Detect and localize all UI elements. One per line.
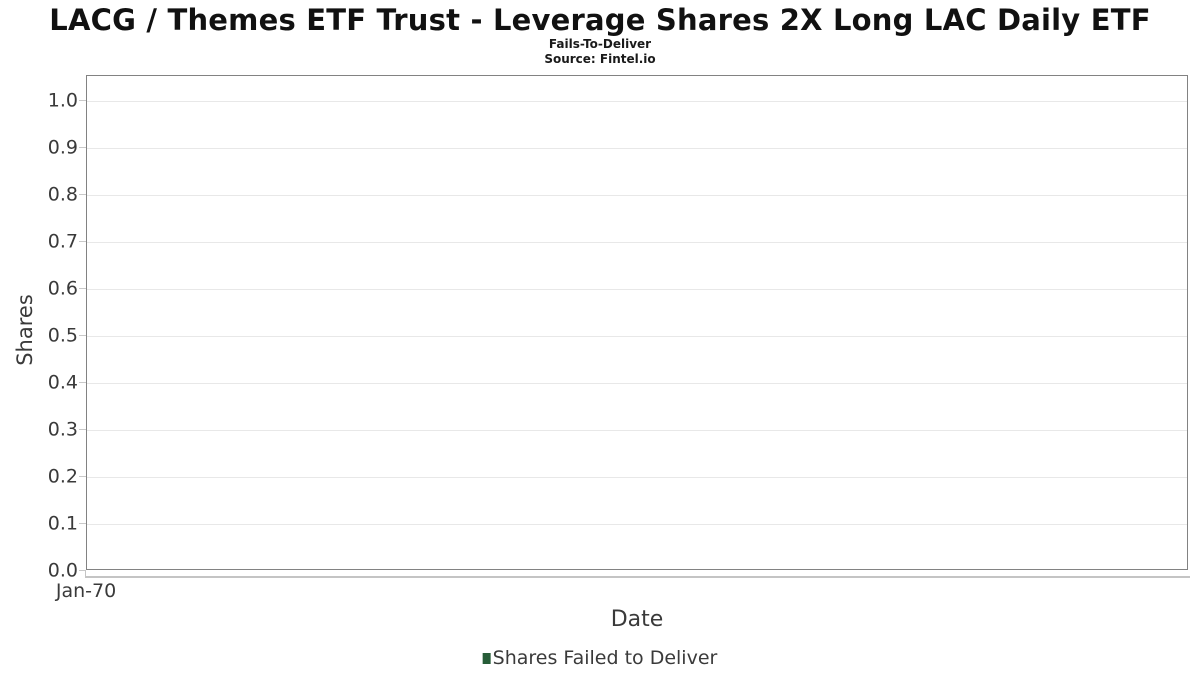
x-axis-line: [85, 576, 1190, 578]
gridline: [87, 101, 1187, 102]
y-tick-label: 0.0: [47, 559, 78, 582]
gridline: [87, 336, 1187, 337]
gridline: [87, 430, 1187, 431]
y-tick-mark: [79, 335, 86, 336]
y-tick-mark: [79, 570, 86, 571]
chart-subtitle: Fails-To-Deliver: [548, 37, 652, 51]
y-tick-label: 0.2: [47, 465, 78, 488]
legend-marker-swatch: [482, 653, 491, 664]
y-tick-label: 0.8: [47, 183, 78, 206]
y-tick-mark: [79, 100, 86, 101]
gridline: [87, 524, 1187, 525]
y-tick-mark: [79, 147, 86, 148]
chart-title: LACG / Themes ETF Trust - Leverage Share…: [49, 3, 1151, 37]
y-tick-mark: [79, 194, 86, 195]
y-tick-label: 0.3: [47, 418, 78, 441]
gridline: [87, 289, 1187, 290]
x-axis-tick-mark: [85, 570, 86, 577]
gridline: [87, 477, 1187, 478]
gridline: [87, 148, 1187, 149]
y-tick-label: 0.9: [47, 136, 78, 159]
y-tick-label: 1.0: [47, 89, 78, 112]
chart-source: Source: Fintel.io: [544, 52, 656, 66]
x-tick-label-jan-70: Jan-70: [55, 580, 117, 602]
x-axis-label: Date: [610, 607, 664, 632]
gridline: [87, 242, 1187, 243]
y-tick-mark: [79, 241, 86, 242]
y-tick-mark: [79, 429, 86, 430]
y-tick-mark: [79, 523, 86, 524]
y-tick-mark: [79, 382, 86, 383]
y-tick-label: 0.1: [47, 512, 78, 535]
y-tick-label: 0.4: [47, 371, 78, 394]
y-tick-label: 0.7: [47, 230, 78, 253]
legend-label: Shares Failed to Deliver: [492, 647, 718, 669]
y-tick-label: 0.5: [47, 324, 78, 347]
gridline: [87, 195, 1187, 196]
gridline: [87, 383, 1187, 384]
y-tick-mark: [79, 476, 86, 477]
plot-area: [86, 75, 1188, 570]
y-tick-label: 0.6: [47, 277, 78, 300]
y-tick-mark: [79, 288, 86, 289]
legend: Shares Failed to Deliver: [482, 647, 718, 669]
